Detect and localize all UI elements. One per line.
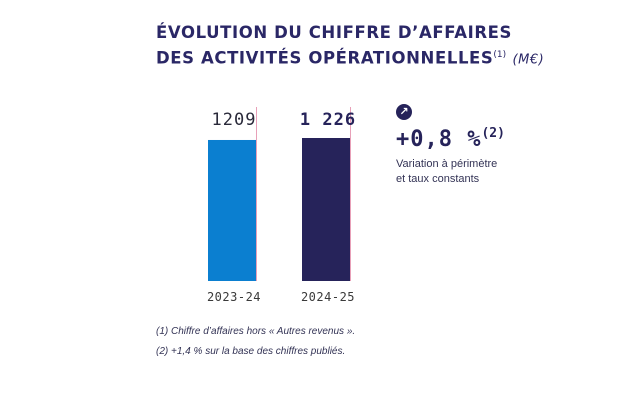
variation-block: ↗ +0,8 %(2) Variation à périmètre et tau… (396, 104, 546, 187)
footnotes: (1) Chiffre d’affaires hors « Autres rev… (156, 326, 355, 366)
footnote-1: (1) Chiffre d’affaires hors « Autres rev… (156, 326, 356, 337)
variation-caption-line1: Variation à périmètre (396, 158, 498, 170)
variation-footnote-marker: (2) (481, 126, 505, 141)
bar-2023-24 (208, 139, 256, 281)
chart-title: ÉVOLUTION DU CHIFFRE D’AFFAIRES DES ACTI… (156, 22, 544, 72)
chart-title-line2: DES ACTIVITÉS OPÉRATIONNELLES (156, 48, 494, 68)
x-tick-label-2024-25: 2024-25 (301, 290, 355, 304)
variation-caption: Variation à périmètre et taux constants (396, 157, 546, 187)
chart-title-line1: ÉVOLUTION DU CHIFFRE D’AFFAIRES (156, 23, 512, 42)
title-footnote-marker: (1) (493, 50, 507, 60)
chart-unit: (M€) (512, 52, 545, 68)
bars-group: 1209 2023-24 1 226 2024-25 (207, 107, 356, 304)
bar-2024-25 (302, 138, 350, 281)
variation-value: +0,8 %(2) (396, 126, 546, 152)
variation-caption-line2: et taux constants (396, 173, 480, 185)
arrow-up-right-icon: ↗ (396, 104, 412, 120)
data-label-2024-25: 1 226 (300, 110, 356, 130)
variation-value-text: +0,8 % (396, 127, 482, 152)
data-label-2023-24: 1209 (212, 110, 257, 130)
footnote-2: (2) +1,4 % sur la base des chiffres publ… (156, 346, 346, 357)
x-tick-label-2023-24: 2023-24 (207, 290, 261, 304)
